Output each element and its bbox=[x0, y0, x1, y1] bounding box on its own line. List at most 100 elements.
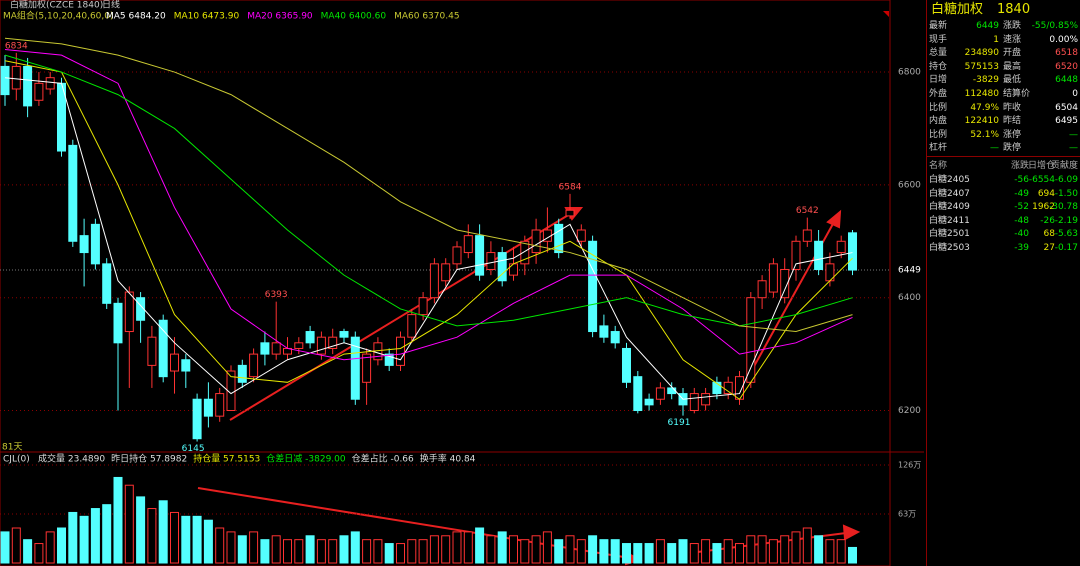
candle-body bbox=[531, 229, 541, 254]
table-header: 贡献度 bbox=[1050, 161, 1078, 171]
candle-body bbox=[260, 342, 270, 355]
volume-stat: 仓差占比 -0.66 bbox=[352, 453, 414, 465]
candle-body bbox=[463, 235, 473, 254]
candle-body bbox=[588, 240, 598, 333]
quote-value: 6520 bbox=[1055, 61, 1078, 72]
candle-body bbox=[791, 240, 801, 270]
volume-bar bbox=[610, 539, 620, 564]
volume-bar bbox=[712, 543, 722, 564]
ma-title: MA组合(5,10,20,40,60,0) bbox=[3, 10, 114, 22]
y-tick-label: 63万 bbox=[898, 510, 916, 519]
candle-body bbox=[396, 336, 405, 366]
table-cell: -48 bbox=[1014, 215, 1029, 226]
quote-panel: 白糖加权 1840 最新 6449 涨跌 -55/0.85% 现手 1 速涨 0.00% 总量 234… bbox=[926, 0, 1080, 566]
volume-bar bbox=[520, 539, 530, 564]
candle-body bbox=[768, 263, 778, 293]
candle-body bbox=[746, 297, 756, 383]
volume-bar bbox=[554, 539, 564, 564]
candle-body bbox=[0, 65, 10, 96]
candle-body bbox=[215, 393, 225, 417]
candle-body bbox=[486, 252, 496, 270]
quote-label: 最高 bbox=[1003, 61, 1022, 72]
candle-body bbox=[328, 336, 338, 349]
volume-bar bbox=[509, 535, 518, 564]
y-tick-label: 6400 bbox=[898, 293, 921, 303]
quote-value: 6504 bbox=[1055, 102, 1078, 113]
volume-bar bbox=[181, 515, 191, 564]
legend-entry: MA20 6365.90 bbox=[247, 12, 313, 22]
quote-value: 1 bbox=[993, 34, 999, 45]
volume-bar bbox=[271, 535, 281, 564]
volume-bar bbox=[802, 527, 812, 564]
table-cell: 68 bbox=[1043, 229, 1055, 240]
volume-bar bbox=[746, 535, 756, 564]
volume-bar bbox=[68, 511, 78, 564]
volume-bar bbox=[814, 535, 824, 564]
quote-label: 持仓 bbox=[929, 61, 948, 72]
annotation: 6191 bbox=[668, 418, 691, 428]
volume-bar bbox=[441, 535, 451, 564]
candle-body bbox=[848, 232, 857, 271]
candle-body bbox=[113, 302, 123, 344]
ma-line bbox=[4, 60, 853, 400]
table-cell: 白糖2501 bbox=[929, 229, 970, 240]
table-cell: 694 bbox=[1037, 188, 1055, 199]
candle-body bbox=[170, 353, 179, 372]
volume-bar bbox=[0, 531, 10, 564]
volume-bar bbox=[768, 539, 778, 564]
quote-value: 112480 bbox=[964, 89, 999, 99]
volume-bar bbox=[203, 519, 213, 564]
volume-bar bbox=[463, 531, 473, 564]
volume-bar bbox=[90, 508, 100, 564]
ma-line bbox=[4, 54, 853, 327]
volume-bar bbox=[701, 539, 711, 564]
table-cell: 白糖2405 bbox=[929, 175, 970, 185]
candle-body bbox=[23, 65, 33, 107]
candle-body bbox=[316, 336, 326, 355]
candle-body bbox=[622, 347, 631, 383]
annotation: 6542 bbox=[796, 206, 819, 216]
table-cell: -2.19 bbox=[1054, 215, 1078, 226]
volume-bar bbox=[791, 531, 801, 564]
candle-body bbox=[554, 223, 564, 254]
quote-label: 内盘 bbox=[929, 116, 948, 127]
candle-body bbox=[802, 229, 812, 242]
y-tick-label: 6200 bbox=[898, 406, 921, 416]
volume-bar bbox=[825, 539, 835, 564]
volume-bar bbox=[147, 508, 157, 564]
legend-entry: MA5 6484.20 bbox=[106, 12, 166, 22]
volume-bar bbox=[576, 539, 586, 564]
volume-stat: 仓差日减 -3829.00 bbox=[266, 453, 346, 465]
candle-body bbox=[181, 359, 191, 372]
volume-bar bbox=[328, 539, 338, 564]
volume-bar bbox=[339, 535, 349, 564]
quote-label: 开盘 bbox=[1003, 48, 1022, 59]
title: 白糖加权(CZCE 1840) bbox=[10, 0, 103, 11]
volume-bar bbox=[429, 535, 439, 564]
volume-bar bbox=[102, 504, 112, 564]
quote-label: 日增 bbox=[929, 75, 948, 86]
quote-label: 速涨 bbox=[1003, 34, 1022, 45]
volume-stat: 昨日持仓 57.8982 bbox=[111, 453, 187, 465]
quote-value: 234890 bbox=[964, 48, 999, 59]
quote-value: 6495 bbox=[1055, 116, 1078, 127]
candle-body bbox=[757, 280, 767, 299]
volume-bar bbox=[689, 543, 699, 564]
candle-body bbox=[418, 297, 428, 316]
volume-bar bbox=[633, 543, 643, 564]
volume-bar bbox=[113, 476, 123, 564]
volume-bar bbox=[486, 535, 496, 564]
period: 日线 bbox=[102, 0, 120, 11]
candle-body bbox=[102, 263, 112, 304]
candle-body bbox=[249, 353, 259, 378]
quote-label: 比例 bbox=[929, 129, 948, 140]
volume-bar bbox=[497, 531, 507, 564]
table-cell: 白糖2411 bbox=[929, 215, 970, 226]
candle-body bbox=[237, 364, 247, 383]
candle-body bbox=[475, 235, 485, 276]
candle-body bbox=[610, 331, 620, 344]
table-cell: -30.78 bbox=[1048, 202, 1078, 213]
table-cell: -5.63 bbox=[1054, 229, 1078, 240]
ma-line bbox=[4, 77, 853, 400]
